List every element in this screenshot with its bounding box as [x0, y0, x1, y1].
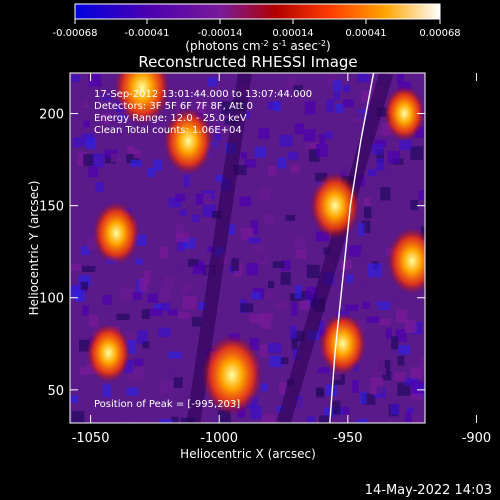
bright-source — [163, 108, 214, 175]
bright-source — [387, 227, 425, 294]
colorbar-tick-label: -0.00068 — [53, 28, 98, 39]
info-energy-range: Energy Range: 12.0 - 25.0 keV — [94, 113, 247, 124]
y-axis: 50 100 150 200 — [39, 108, 425, 399]
bright-source — [86, 323, 131, 383]
y-tick-label: 150 — [39, 200, 64, 215]
chart-title: Reconstructed RHESSI Image — [138, 53, 357, 71]
bright-source — [92, 202, 140, 265]
bright-source — [114, 73, 170, 125]
x-tick-label: -1000 — [200, 431, 238, 446]
colorbar-tick-label: -0.00014 — [198, 28, 243, 39]
peak-position-label: Position of Peak = [-995,203] — [94, 399, 240, 410]
bright-source — [383, 86, 425, 141]
bright-source — [202, 335, 263, 416]
x-axis-label: Heliocentric X (arcsec) — [180, 447, 316, 461]
info-clean-counts: Clean Total counts: 1.06E+04 — [94, 125, 242, 136]
plot-frame — [69, 72, 426, 424]
y-tick-label: 200 — [39, 108, 64, 123]
y-tick-label: 50 — [47, 384, 64, 399]
colorbar-ticks: -0.00068 -0.00041 -0.00014 0.00014 0.00041 0.… — [53, 19, 461, 39]
y-axis-label: Heliocentric Y (arcsec) — [27, 181, 41, 316]
colorbar-tick-label: 0.00041 — [345, 28, 386, 39]
colorbar-tick-label: 0.00014 — [272, 28, 313, 39]
colorbar-unit: (photons cm-2 s-1 asec-2) — [185, 39, 330, 53]
x-tick-label: -950 — [333, 431, 363, 446]
bright-source — [439, 329, 489, 395]
solar-limb-line — [329, 72, 375, 424]
info-block: 17-Sep-2012 13:01:44.000 to 13:07:44.000… — [94, 89, 312, 136]
render-timestamp: 14-May-2022 14:03 — [365, 483, 492, 498]
colorbar — [74, 3, 441, 20]
info-time-range: 17-Sep-2012 13:01:44.000 to 13:07:44.000 — [94, 89, 312, 100]
x-axis: -1050 -1000 -950 -900 — [72, 73, 492, 446]
bright-source — [310, 172, 360, 239]
info-detectors: Detectors: 3F 5F 6F 7F 8F, Att 0 — [94, 101, 253, 112]
colorbar-tick-label: -0.00041 — [125, 28, 170, 39]
x-tick-label: -1050 — [72, 431, 110, 446]
x-tick-label: -900 — [462, 431, 492, 446]
y-tick-label: 100 — [39, 292, 64, 307]
heatmap-image — [70, 73, 489, 423]
bright-source — [319, 312, 367, 375]
colorbar-tick-label: 0.00068 — [419, 28, 460, 39]
